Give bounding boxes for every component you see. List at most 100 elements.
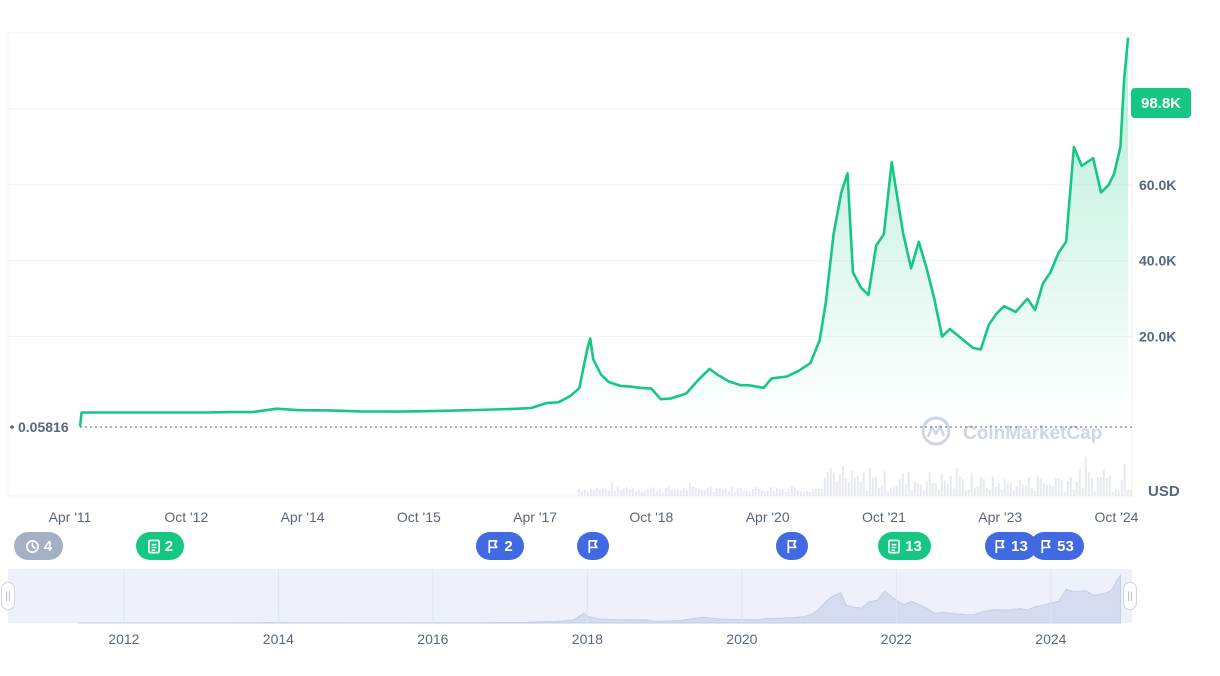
event-marker-flag[interactable] — [776, 532, 808, 560]
volume-bar — [653, 487, 655, 496]
volume-bar — [1091, 478, 1093, 496]
volume-bar — [635, 491, 637, 496]
volume-bar — [731, 487, 733, 496]
event-marker-count: 2 — [165, 538, 173, 555]
volume-bar — [671, 489, 673, 496]
volume-bar — [848, 482, 850, 496]
volume-bar — [656, 491, 658, 496]
volume-bar — [953, 488, 955, 496]
volume-bar — [1034, 491, 1036, 496]
volume-bar — [629, 489, 631, 496]
volume-bar — [716, 488, 718, 496]
navigator-year-label: 2024 — [1035, 631, 1066, 647]
volume-bar — [1121, 480, 1123, 496]
volume-bar — [884, 471, 886, 496]
volume-bar — [1079, 469, 1081, 496]
event-marker-flag[interactable]: 53 — [1030, 532, 1084, 560]
flag-icon — [587, 539, 600, 554]
volume-bar — [728, 491, 730, 496]
volume-bar — [836, 481, 838, 496]
navigator-right-handle[interactable]: || — [1123, 582, 1137, 610]
volume-bar — [872, 478, 874, 496]
event-marker-history[interactable]: 4 — [14, 532, 63, 560]
event-marker-news[interactable]: 2 — [136, 532, 184, 560]
volume-bar — [926, 482, 928, 496]
volume-bar — [815, 489, 817, 496]
volume-bar — [800, 492, 802, 496]
volume-bar — [803, 492, 805, 496]
navigator-left-handle[interactable]: || — [1, 582, 15, 610]
volume-bar — [644, 491, 646, 496]
volume-bar — [1061, 480, 1063, 496]
volume-bar — [794, 488, 796, 496]
volume-bar — [593, 490, 595, 496]
flag-icon — [487, 539, 500, 554]
volume-bar — [962, 479, 964, 496]
volume-bar — [776, 488, 778, 496]
volume-bar — [1100, 477, 1102, 496]
volume-bar — [1031, 488, 1033, 496]
volume-bar — [917, 483, 919, 496]
volume-bar — [893, 487, 895, 496]
volume-bar — [578, 489, 580, 496]
event-marker-count: 53 — [1057, 538, 1074, 555]
volume-bar — [770, 487, 772, 496]
volume-bar — [959, 476, 961, 496]
volume-bar — [704, 491, 706, 496]
volume-bar — [1064, 492, 1066, 496]
volume-bar — [758, 489, 760, 496]
volume-bar — [638, 490, 640, 496]
event-marker-flag[interactable] — [577, 532, 609, 560]
volume-bar — [881, 485, 883, 496]
volume-bar — [1049, 484, 1051, 496]
volume-bar — [932, 483, 934, 496]
document-icon — [147, 539, 161, 554]
volume-bar — [968, 490, 970, 496]
x-tick-label: Oct '18 — [629, 509, 673, 525]
volume-bar — [692, 486, 694, 496]
volume-bar — [980, 477, 982, 496]
volume-bar — [983, 479, 985, 496]
volume-bar — [596, 488, 598, 496]
volume-bar — [1058, 478, 1060, 496]
flag-icon — [786, 539, 799, 554]
volume-bar — [998, 483, 1000, 496]
volume-bar — [701, 490, 703, 496]
volume-bar — [857, 475, 859, 496]
volume-bar — [1103, 470, 1105, 496]
volume-bar — [869, 468, 871, 496]
volume-bar — [650, 488, 652, 496]
volume-bar — [1046, 485, 1048, 496]
event-marker-news[interactable]: 13 — [878, 532, 931, 560]
event-marker-count: 13 — [905, 538, 922, 555]
volume-bar — [605, 489, 607, 496]
x-tick-label: Apr '11 — [49, 509, 92, 525]
volume-bar — [1001, 490, 1003, 496]
volume-bar — [677, 489, 679, 496]
volume-bar — [1088, 472, 1090, 496]
volume-bar — [668, 486, 670, 496]
volume-bar — [1022, 485, 1024, 496]
event-marker-flag[interactable]: 2 — [476, 532, 524, 560]
volume-bar — [1124, 464, 1126, 496]
start-price-label: 0.05816 — [18, 419, 69, 435]
volume-bar — [944, 480, 946, 496]
volume-bar — [929, 472, 931, 496]
volume-bar — [725, 488, 727, 496]
volume-bar — [1076, 482, 1078, 496]
start-price-dot — [10, 425, 14, 429]
volume-bar — [914, 481, 916, 496]
volume-bar — [755, 487, 757, 496]
price-area — [80, 38, 1128, 427]
volume-bar — [887, 491, 889, 496]
volume-bar — [734, 492, 736, 496]
volume-bar — [590, 488, 592, 496]
volume-bar — [584, 489, 586, 496]
volume-bar — [1010, 482, 1012, 496]
volume-bar — [767, 491, 769, 496]
volume-bar — [986, 488, 988, 496]
volume-bar — [905, 484, 907, 496]
volume-bar — [599, 489, 601, 496]
